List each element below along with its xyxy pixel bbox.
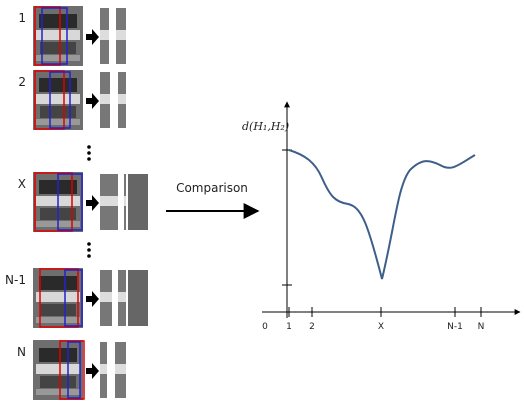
car-body bbox=[36, 292, 80, 302]
row: N-1 bbox=[5, 268, 148, 328]
car-bumper bbox=[36, 389, 80, 395]
x-tick-label: N bbox=[478, 322, 485, 332]
car-grille bbox=[40, 42, 76, 54]
row-arrow bbox=[86, 195, 99, 211]
row-label: X bbox=[18, 177, 26, 191]
x-tick-label: 0 bbox=[262, 322, 268, 332]
red-window bbox=[59, 340, 85, 400]
strip-band bbox=[100, 94, 110, 104]
comparison-label: Comparison bbox=[176, 181, 248, 195]
strip-band bbox=[118, 94, 126, 104]
strip-band bbox=[100, 196, 118, 206]
car-window bbox=[39, 78, 77, 92]
row-arrow bbox=[86, 363, 99, 379]
car-bumper bbox=[36, 119, 80, 125]
strip-band bbox=[100, 364, 107, 374]
rows: 1 2 X N-1 N bbox=[5, 6, 148, 400]
car-bumper bbox=[36, 55, 80, 61]
row: N bbox=[17, 340, 126, 400]
strip-extra bbox=[128, 270, 148, 326]
car-bumper bbox=[36, 317, 80, 323]
car-window bbox=[39, 348, 77, 362]
strip-band bbox=[116, 30, 126, 40]
row-arrow bbox=[86, 291, 99, 307]
red-window bbox=[34, 70, 65, 130]
row-label: N-1 bbox=[5, 273, 26, 287]
x-tick-label: X bbox=[378, 322, 384, 332]
x-tick-label: 1 bbox=[286, 322, 292, 332]
blue-window bbox=[67, 341, 81, 399]
row-arrow bbox=[86, 93, 99, 109]
y-axis-label: d(H₁,H₂) bbox=[242, 120, 289, 133]
x-tick-label: N-1 bbox=[447, 322, 463, 332]
row-label: 1 bbox=[18, 11, 26, 25]
car-window bbox=[39, 14, 77, 28]
red-window bbox=[34, 6, 61, 66]
strip-extra bbox=[128, 174, 148, 230]
row: 2 bbox=[18, 70, 126, 130]
car-grille bbox=[40, 304, 76, 316]
blue-window bbox=[57, 173, 83, 231]
blue-window bbox=[64, 269, 83, 327]
strip-band bbox=[124, 196, 126, 206]
car-body bbox=[36, 94, 80, 104]
ellipsis bbox=[87, 145, 91, 258]
blue-window bbox=[49, 71, 71, 129]
red-window bbox=[34, 172, 73, 232]
curve bbox=[288, 149, 476, 280]
car-body bbox=[36, 364, 80, 374]
red-window bbox=[39, 268, 79, 328]
row-label: N bbox=[17, 345, 26, 359]
row-arrow bbox=[86, 29, 99, 45]
row: 1 bbox=[18, 6, 126, 66]
car-grille bbox=[40, 106, 76, 118]
car-body bbox=[36, 30, 80, 40]
row: X bbox=[18, 172, 148, 232]
blue-window bbox=[41, 7, 68, 65]
car-grille bbox=[40, 376, 76, 388]
strip-band bbox=[100, 292, 112, 302]
row-label: 2 bbox=[18, 75, 26, 89]
x-tick-label: 2 bbox=[309, 322, 315, 332]
car-window bbox=[39, 276, 77, 290]
strip-band bbox=[118, 292, 126, 302]
strip-band bbox=[100, 30, 109, 40]
x-ticks: 0 1 2 X N-1 N bbox=[262, 307, 484, 332]
strip-band bbox=[115, 364, 126, 374]
